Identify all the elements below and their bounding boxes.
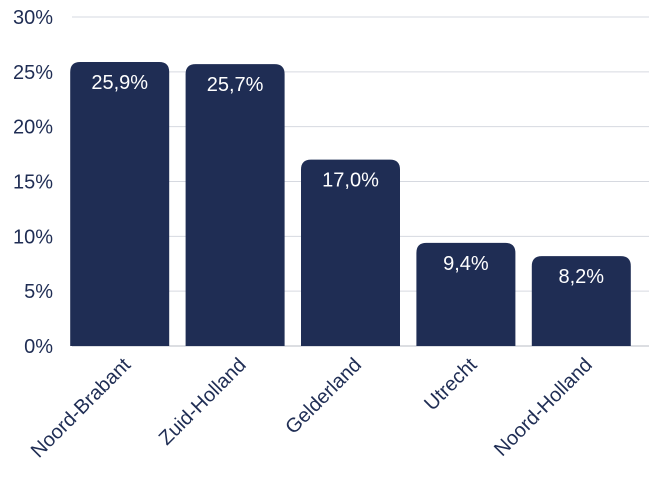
x-category-label: Noord-Holland (490, 354, 597, 461)
y-tick-label: 5% (24, 281, 53, 303)
bars (70, 61, 631, 347)
y-tick-label: 0% (24, 336, 53, 358)
y-tick-label: 10% (13, 226, 53, 248)
y-tick-label: 15% (13, 172, 53, 194)
bar (531, 256, 631, 346)
x-category-label: Gelderland (281, 354, 366, 439)
x-category-label: Zuid-Holland (155, 354, 251, 450)
bar (416, 242, 516, 346)
bar (70, 61, 170, 347)
y-tick-label: 25% (13, 62, 53, 84)
x-axis-labels: Noord-Brabant Zuid-Holland Gelderland Utrec… (27, 354, 597, 463)
bar-value-label: 9,4% (443, 253, 489, 275)
y-tick-label: 20% (13, 117, 53, 139)
bar (185, 64, 285, 346)
bar-value-label: 25,9% (91, 72, 148, 94)
y-axis-ticks: 0% 5% 10% 15% 20% 25% 30% (13, 7, 53, 358)
bar-value-label: 8,2% (559, 266, 605, 288)
bar-value-label: 17,0% (322, 170, 379, 192)
bar (301, 159, 400, 346)
y-tick-label: 30% (13, 7, 53, 29)
bar-value-label: 25,7% (207, 74, 264, 96)
x-category-label: Utrecht (420, 354, 481, 415)
x-category-label: Noord-Brabant (27, 354, 136, 463)
data-labels: 25,9% 25,7% 17,0% 9,4% 8,2% (91, 72, 604, 288)
